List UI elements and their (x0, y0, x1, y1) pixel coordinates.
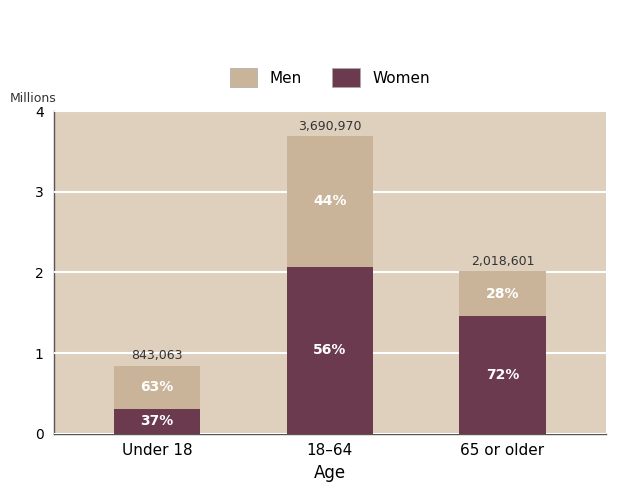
Text: 72%: 72% (486, 368, 519, 382)
Bar (460, 271, 546, 317)
Text: 843,063: 843,063 (132, 349, 183, 362)
Text: 56%: 56% (313, 343, 347, 357)
Text: 2,018,601: 2,018,601 (471, 254, 534, 268)
Bar (286, 267, 373, 434)
Legend: Men, Women: Men, Women (222, 61, 437, 94)
Text: 37%: 37% (140, 414, 174, 428)
Text: 44%: 44% (313, 194, 347, 208)
Text: 28%: 28% (486, 287, 519, 301)
Bar (460, 317, 546, 434)
Bar (114, 366, 200, 409)
Text: Millions: Millions (9, 91, 56, 104)
Bar (114, 409, 200, 434)
Text: 63%: 63% (140, 380, 174, 394)
Bar (286, 136, 373, 267)
Text: 3,690,970: 3,690,970 (298, 120, 361, 133)
X-axis label: Age: Age (314, 464, 346, 482)
